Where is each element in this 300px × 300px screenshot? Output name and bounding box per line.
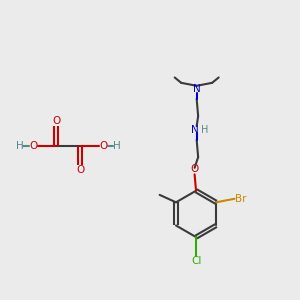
Text: H: H (201, 125, 209, 135)
Text: N: N (191, 125, 199, 135)
Text: H: H (112, 140, 120, 151)
Text: O: O (52, 116, 61, 126)
Text: O: O (29, 140, 38, 151)
Text: N: N (193, 84, 200, 94)
Text: O: O (190, 164, 199, 174)
Text: H: H (16, 140, 24, 151)
Text: O: O (76, 165, 84, 175)
Text: Br: Br (236, 194, 247, 204)
Text: Cl: Cl (191, 256, 201, 266)
Text: O: O (99, 140, 107, 151)
